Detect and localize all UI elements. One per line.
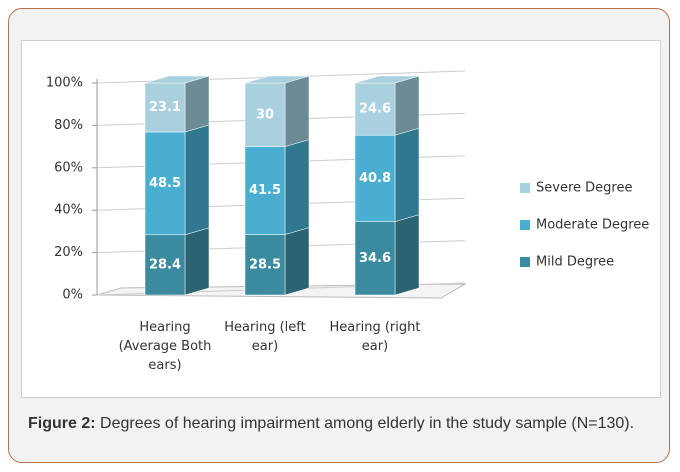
x-tick-label: Hearing (Average Both ears) (118, 320, 212, 373)
bar-side-face (184, 75, 210, 133)
data-label: 24.6 (359, 102, 391, 117)
bar-segment (244, 82, 286, 147)
bar-segment (354, 134, 396, 222)
bar-side-face (394, 214, 420, 296)
bar-segment (144, 234, 186, 296)
caption: Figure 2: Degrees of hearing impairment … (28, 413, 656, 435)
plot-area (21, 40, 661, 398)
y-tick-label: 60% (54, 160, 83, 175)
legend-label: Severe Degree (536, 181, 632, 196)
y-tick-label: 20% (54, 245, 83, 260)
chart: 0% 20% 40% 60% 80% 100% 28.4 48.5 23.1 28.5 41.5 30… (46, 70, 649, 303)
bar-segment (354, 82, 396, 136)
y-tick-label: 80% (54, 118, 83, 133)
bar-top-face (354, 75, 420, 84)
bar-side-face (184, 227, 210, 296)
bar-side-face (184, 124, 210, 236)
x-tick-label: Hearing (right ear) (329, 320, 421, 354)
data-label: 34.6 (359, 251, 391, 266)
bar-top-face (144, 75, 210, 84)
caption-label: Figure 2: (28, 415, 96, 432)
legend-label: Moderate Degree (536, 218, 649, 233)
y-tick-label: 40% (54, 203, 83, 218)
bar-segment (244, 146, 286, 235)
y-tick-label: 0% (62, 288, 83, 303)
data-label: 23.1 (149, 100, 181, 115)
data-label: 41.5 (249, 183, 281, 198)
bar-segment (354, 221, 396, 296)
data-label: 28.5 (249, 257, 281, 272)
legend-swatch (520, 220, 530, 230)
data-label: 30 (256, 107, 274, 122)
legend-swatch (520, 183, 530, 193)
bar-side-face (394, 127, 420, 222)
data-label: 40.8 (359, 171, 391, 186)
data-label: 28.4 (149, 257, 181, 272)
bar-side-face (284, 139, 310, 235)
bar-segment (244, 234, 286, 296)
data-label: 48.5 (149, 176, 181, 191)
bar-side-face (394, 75, 420, 136)
bar-segment (144, 131, 186, 236)
bar-side-face (284, 75, 310, 147)
bar-side-face (284, 227, 310, 296)
bar-top-face (244, 75, 310, 84)
y-tick-label: 100% (46, 76, 83, 91)
caption-text: Degrees of hearing impairment among elde… (95, 415, 635, 432)
legend-label: Mild Degree (536, 255, 614, 270)
x-tick-label: Hearing (left ear) (224, 320, 306, 354)
legend-swatch (520, 257, 530, 267)
bar-segment (144, 82, 186, 133)
